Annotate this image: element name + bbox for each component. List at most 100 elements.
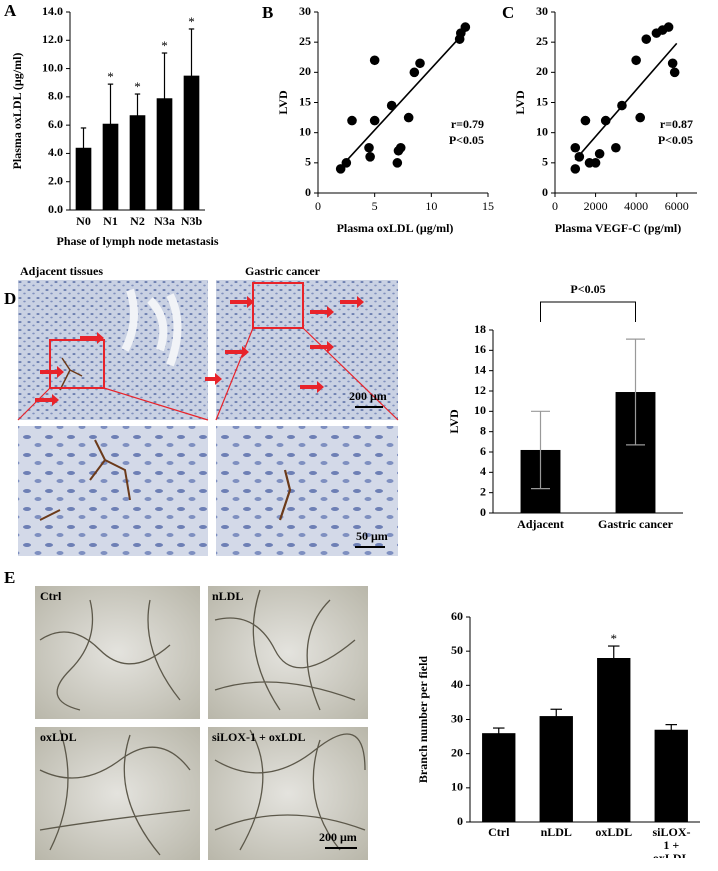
bar bbox=[183, 75, 200, 211]
bar bbox=[75, 147, 92, 210]
data-point bbox=[409, 67, 420, 78]
image-column-label: Gastric cancer bbox=[245, 264, 321, 278]
scale-bar-label: 200 μm bbox=[319, 830, 357, 844]
annotation: P<0.05 bbox=[449, 133, 484, 147]
y-tick-label: 16 bbox=[474, 342, 486, 356]
data-point bbox=[580, 115, 591, 126]
y-tick-label: 0 bbox=[542, 185, 548, 199]
y-tick-label: 0 bbox=[480, 505, 486, 519]
y-tick-label: 50 bbox=[451, 643, 463, 657]
data-point bbox=[570, 142, 581, 153]
y-tick-label: 30 bbox=[451, 711, 463, 725]
data-point bbox=[641, 34, 652, 44]
x-tick-label: N2 bbox=[130, 214, 145, 228]
data-point bbox=[594, 148, 605, 159]
bar bbox=[597, 658, 631, 822]
y-axis-label: Branch number per field bbox=[416, 656, 430, 784]
error-bar bbox=[80, 127, 87, 169]
annotation: P<0.05 bbox=[658, 133, 693, 147]
x-tick-label: 6000 bbox=[665, 199, 689, 213]
y-tick-label: 8.0 bbox=[48, 89, 63, 103]
significance-mark: * bbox=[611, 631, 618, 646]
y-tick-label: 0 bbox=[305, 185, 311, 199]
bar bbox=[539, 716, 573, 822]
y-tick-label: 10 bbox=[536, 124, 548, 138]
x-tick-label: Ctrl bbox=[488, 826, 510, 839]
data-point bbox=[335, 164, 346, 174]
y-tick-label: 10 bbox=[474, 403, 486, 417]
data-point bbox=[341, 158, 352, 168]
data-point bbox=[635, 112, 645, 123]
y-tick-label: 0.0 bbox=[48, 202, 63, 216]
scale-bar-label: 200 μm bbox=[349, 389, 387, 403]
y-tick-label: 15 bbox=[299, 94, 311, 108]
annotation: r=0.87 bbox=[660, 117, 693, 131]
significance-mark: * bbox=[161, 38, 168, 53]
data-point bbox=[667, 58, 678, 69]
fit-line bbox=[340, 30, 466, 168]
x-axis-label: Plasma VEGF-C (pg/ml) bbox=[555, 221, 681, 235]
image-label: oxLDL bbox=[40, 730, 77, 744]
x-tick-label: 10 bbox=[425, 199, 437, 213]
micrographs-d: Adjacent tissues Gastric cancer 200 μm 5… bbox=[17, 264, 399, 556]
y-tick-label: 4 bbox=[480, 464, 486, 478]
image-label: Ctrl bbox=[40, 589, 62, 603]
data-point bbox=[570, 164, 581, 174]
y-tick-label: 5 bbox=[305, 155, 311, 169]
y-tick-label: 2.0 bbox=[48, 173, 63, 187]
annotation: r=0.79 bbox=[451, 117, 484, 131]
panel-letter: E bbox=[4, 568, 15, 587]
x-tick-label-box: oxLDL bbox=[595, 826, 633, 839]
y-tick-label: 30 bbox=[536, 4, 548, 18]
x-tick-label: N3b bbox=[181, 214, 203, 228]
error-bar bbox=[550, 708, 562, 724]
x-tick-label: 2000 bbox=[584, 199, 608, 213]
x-tick-label-box: Ctrl bbox=[488, 826, 510, 839]
significance-mark: * bbox=[188, 14, 195, 29]
error-bar bbox=[531, 410, 550, 490]
x-tick-label: N1 bbox=[103, 214, 118, 228]
x-tick-label-box: siLOX-1 + oxLDL bbox=[653, 826, 691, 858]
x-tick-label: N3a bbox=[154, 214, 175, 228]
data-point bbox=[365, 152, 375, 162]
x-tick-label: N0 bbox=[76, 214, 91, 228]
micrographs-e: Ctrl nLDL oxLDL siLOX-1 + oxLDL 200 μm bbox=[35, 586, 368, 860]
y-axis-label: LVD bbox=[276, 90, 290, 115]
x-tick-label: oxLDL bbox=[595, 826, 633, 839]
data-point bbox=[590, 158, 601, 168]
x-tick-label-box: nLDL bbox=[540, 826, 572, 839]
y-tick-label: 12.0 bbox=[42, 32, 63, 46]
y-tick-label: 18 bbox=[474, 322, 486, 336]
bar bbox=[156, 98, 173, 210]
data-point bbox=[369, 55, 380, 66]
data-point bbox=[403, 112, 414, 123]
x-tick-label: nLDL bbox=[540, 826, 572, 839]
y-tick-label: 14 bbox=[474, 362, 486, 376]
y-tick-label: 4.0 bbox=[48, 145, 63, 159]
y-tick-label: 25 bbox=[299, 34, 311, 48]
bar bbox=[129, 115, 146, 210]
y-tick-label: 25 bbox=[536, 34, 548, 48]
y-tick-label: 60 bbox=[451, 609, 463, 623]
bar bbox=[654, 729, 688, 822]
error-bar bbox=[161, 52, 168, 145]
y-tick-label: 6.0 bbox=[48, 117, 63, 131]
data-point bbox=[392, 158, 403, 168]
y-axis-label: LVD bbox=[447, 409, 461, 434]
y-tick-label: 20 bbox=[536, 64, 548, 78]
data-point bbox=[611, 142, 621, 153]
y-axis-label: LVD bbox=[513, 90, 527, 115]
data-point bbox=[574, 152, 585, 162]
data-point bbox=[364, 142, 374, 153]
y-tick-label: 2 bbox=[480, 484, 486, 498]
y-tick-label: 6 bbox=[480, 444, 486, 458]
data-point bbox=[369, 115, 380, 126]
y-tick-label: 10 bbox=[451, 780, 463, 794]
error-bar bbox=[107, 83, 114, 164]
significance-mark: * bbox=[134, 79, 141, 94]
image-label: nLDL bbox=[212, 589, 243, 603]
x-tick-label: 5 bbox=[372, 199, 378, 213]
panel-letter: D bbox=[4, 289, 16, 308]
image-column-label: Adjacent tissues bbox=[20, 264, 103, 278]
data-point bbox=[395, 142, 406, 153]
